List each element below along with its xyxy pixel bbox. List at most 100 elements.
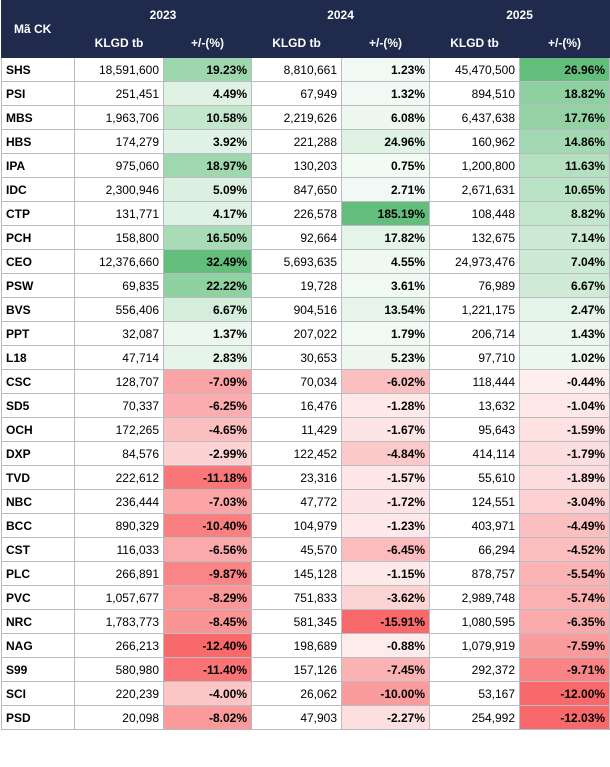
avg-volume-2025: 1,079,919 — [429, 633, 521, 658]
avg-volume-2024: 207,022 — [251, 321, 343, 346]
change-pct-2024: -2.27% — [341, 705, 431, 730]
table-row: OCH 172,265 -4.65% 11,429 -1.67% 95,643 -1.59% — [1, 417, 610, 442]
avg-volume-2024: 8,810,661 — [251, 57, 343, 82]
change-pct-2024: -1.15% — [341, 561, 431, 586]
change-pct-2023: -4.00% — [162, 681, 253, 706]
change-pct-2025: 18.82% — [519, 81, 610, 106]
avg-volume-2023: 18,591,600 — [74, 57, 164, 82]
avg-volume-2025: 66,294 — [429, 537, 521, 562]
change-pct-2023: 10.58% — [162, 105, 253, 130]
change-pct-2024: 1.23% — [341, 57, 431, 82]
table-row: DXP 84,576 -2.99% 122,452 -4.84% 414,114 -1.79… — [1, 441, 610, 466]
change-pct-2024: -6.02% — [341, 369, 431, 394]
change-pct-2024: 1.79% — [341, 321, 431, 346]
stock-code: CST — [1, 537, 75, 562]
change-pct-2025: 17.76% — [519, 105, 610, 130]
change-pct-2024: 0.75% — [341, 153, 431, 178]
stock-code: CEO — [1, 249, 75, 274]
avg-volume-2025: 254,992 — [429, 705, 521, 730]
code-header: Mã CK — [1, 0, 75, 58]
table-row: SHS 18,591,600 19.23% 8,810,661 1.23% 45,470,… — [1, 57, 610, 82]
avg-volume-2025: 53,167 — [429, 681, 521, 706]
stock-code: PVC — [1, 585, 75, 610]
stock-code: SD5 — [1, 393, 75, 418]
stock-code: PSW — [1, 273, 75, 298]
table-row: CST 116,033 -6.56% 45,570 -6.45% 66,294 -4.52% — [1, 537, 610, 562]
change-pct-2025: -7.59% — [519, 633, 610, 658]
change-pct-2023: -8.02% — [162, 705, 253, 730]
change-pct-2023: 18.97% — [162, 153, 253, 178]
avg-volume-2025: 160,962 — [429, 129, 521, 154]
avg-volume-2024: 198,689 — [251, 633, 343, 658]
avg-volume-2024: 2,219,626 — [251, 105, 343, 130]
stock-code: PLC — [1, 561, 75, 586]
avg-volume-2024: 904,516 — [251, 297, 343, 322]
stock-code: NBC — [1, 489, 75, 514]
table-row: NAG 266,213 -12.40% 198,689 -0.88% 1,079,919-… — [1, 633, 610, 658]
change-pct-2025: 1.02% — [519, 345, 610, 370]
avg-volume-2024: 45,570 — [251, 537, 343, 562]
change-pct-2024: 2.71% — [341, 177, 431, 202]
stock-code: SCI — [1, 681, 75, 706]
change-pct-2023: -7.03% — [162, 489, 253, 514]
stock-code: PSI — [1, 81, 75, 106]
volume-header-2024: KLGD tb — [251, 28, 343, 58]
table-row: TVD 222,612 -11.18% 23,316 -1.57% 55,610 -1.89… — [1, 465, 610, 490]
change-pct-2025: 1.43% — [519, 321, 610, 346]
change-pct-2024: -4.84% — [341, 441, 431, 466]
change-pct-2024: -3.62% — [341, 585, 431, 610]
change-pct-2023: -9.87% — [162, 561, 253, 586]
table-row: IDC 2,300,946 5.09% 847,650 2.71% 2,671,631 10… — [1, 177, 610, 202]
year-header-2023: 2023 — [73, 0, 253, 29]
avg-volume-2023: 890,329 — [74, 513, 164, 538]
table-row: SCI 220,239 -4.00% 26,062 -10.00% 53,167 -12.0… — [1, 681, 610, 706]
avg-volume-2025: 6,437,638 — [429, 105, 521, 130]
avg-volume-2025: 45,470,500 — [429, 57, 521, 82]
table-row: PCH 158,800 16.50% 92,664 17.82% 132,675 7.14% — [1, 225, 610, 250]
change-pct-2023: -8.45% — [162, 609, 253, 634]
avg-volume-2025: 124,551 — [429, 489, 521, 514]
avg-volume-2025: 108,448 — [429, 201, 521, 226]
table-row: CSC 128,707 -7.09% 70,034 -6.02% 118,444 -0.44… — [1, 369, 610, 394]
change-pct-2023: 16.50% — [162, 225, 253, 250]
stock-code: L18 — [1, 345, 75, 370]
change-pct-2024: -1.28% — [341, 393, 431, 418]
change-pct-2025: -12.03% — [519, 705, 610, 730]
stock-code: CTP — [1, 201, 75, 226]
change-pct-2023: 19.23% — [162, 57, 253, 82]
change-pct-2025: -1.89% — [519, 465, 610, 490]
avg-volume-2025: 1,221,175 — [429, 297, 521, 322]
avg-volume-2023: 580,980 — [74, 657, 164, 682]
change-pct-2024: -7.45% — [341, 657, 431, 682]
change-pct-2023: -11.40% — [162, 657, 253, 682]
avg-volume-2025: 292,372 — [429, 657, 521, 682]
change-pct-2023: 5.09% — [162, 177, 253, 202]
change-pct-2025: -4.52% — [519, 537, 610, 562]
avg-volume-2023: 1,057,677 — [74, 585, 164, 610]
change-pct-2025: 7.04% — [519, 249, 610, 274]
change-pct-2025: 14.86% — [519, 129, 610, 154]
change-pct-2025: 11.63% — [519, 153, 610, 178]
stock-code: CSC — [1, 369, 75, 394]
change-pct-2025: 6.67% — [519, 273, 610, 298]
change-pct-2023: -6.56% — [162, 537, 253, 562]
change-pct-2024: 13.54% — [341, 297, 431, 322]
volume-header-2025: KLGD tb — [429, 28, 521, 58]
avg-volume-2024: 67,949 — [251, 81, 343, 106]
change-pct-2024: -1.57% — [341, 465, 431, 490]
table-row: NRC 1,783,773 -8.45% 581,345 -15.91% 1,080,59… — [1, 609, 610, 634]
change-pct-2025: 8.82% — [519, 201, 610, 226]
avg-volume-2024: 70,034 — [251, 369, 343, 394]
change-pct-2023: 1.37% — [162, 321, 253, 346]
table-row: PVC 1,057,677 -8.29% 751,833 -3.62% 2,989,748… — [1, 585, 610, 610]
stock-code: PSD — [1, 705, 75, 730]
avg-volume-2023: 84,576 — [74, 441, 164, 466]
stock-code: SHS — [1, 57, 75, 82]
change-pct-2023: -2.99% — [162, 441, 253, 466]
avg-volume-2025: 97,710 — [429, 345, 521, 370]
table-row: IPA 975,060 18.97% 130,203 0.75% 1,200,800 11.… — [1, 153, 610, 178]
avg-volume-2024: 92,664 — [251, 225, 343, 250]
avg-volume-2025: 1,200,800 — [429, 153, 521, 178]
volume-header-2023: KLGD tb — [74, 28, 164, 58]
avg-volume-2023: 47,714 — [74, 345, 164, 370]
